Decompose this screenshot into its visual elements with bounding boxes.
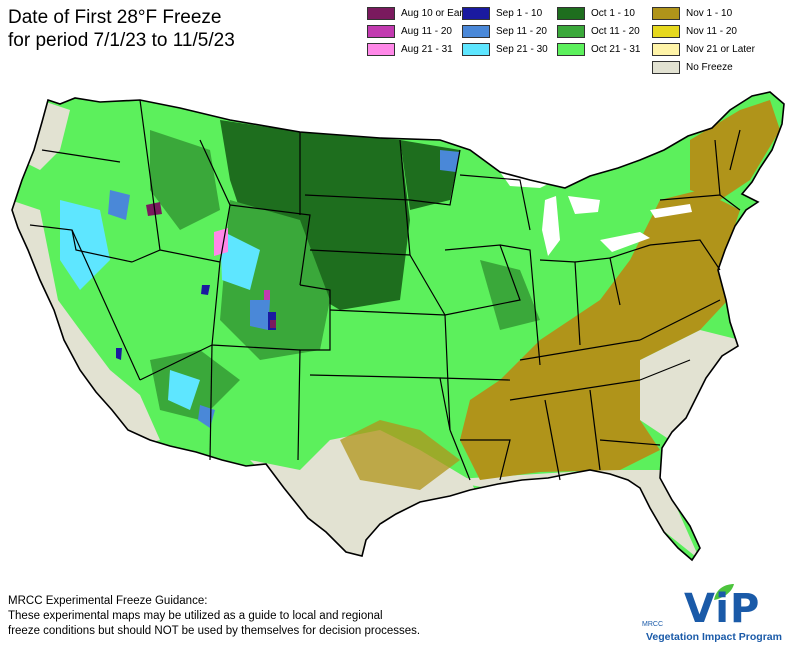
disclaimer: MRCC Experimental Freeze Guidance: These… [8, 594, 420, 639]
legend-item [557, 58, 652, 76]
legend-label: Aug 10 or Earlier [401, 7, 477, 19]
legend-item: Aug 11 - 20 [367, 22, 462, 40]
legend-swatch [367, 24, 395, 38]
legend-swatch [557, 24, 585, 38]
legend-item: Nov 1 - 10 [652, 4, 748, 22]
legend-swatch [367, 42, 395, 56]
legend-item: No Freeze [652, 58, 748, 76]
legend-label: Aug 21 - 31 [401, 43, 453, 55]
disclaimer-line1: MRCC Experimental Freeze Guidance: [8, 595, 208, 607]
legend-item [462, 58, 557, 76]
legend-label: Nov 1 - 10 [686, 7, 733, 19]
legend-swatch [652, 42, 680, 56]
legend-item: Sep 11 - 20 [462, 22, 557, 40]
legend-swatch [652, 6, 680, 20]
leaf-icon [714, 584, 734, 600]
legend-label: Sep 21 - 30 [496, 43, 548, 55]
legend-swatch [557, 42, 585, 56]
legend-item: Oct 21 - 31 [557, 40, 652, 58]
vip-logo: ViP MRCC Vegetation Impact Program [640, 584, 798, 646]
legend-label: Oct 11 - 20 [591, 25, 640, 37]
map-title-line2: for period 7/1/23 to 11/5/23 [8, 30, 235, 51]
legend-item: Oct 11 - 20 [557, 22, 652, 40]
legend-label: No Freeze [686, 61, 733, 73]
map-title-line1: Date of First 28°F Freeze [8, 7, 222, 28]
legend-label: Sep 1 - 10 [496, 7, 543, 19]
legend-swatch [367, 6, 395, 20]
legend-swatch [652, 60, 680, 74]
disclaimer-line2: These experimental maps may be utilized … [8, 610, 383, 622]
legend-item: Nov 11 - 20 [652, 22, 748, 40]
legend-item: Aug 10 or Earlier [367, 4, 476, 22]
logo-mrcc: MRCC [642, 621, 663, 628]
legend-label: Sep 11 - 20 [496, 25, 547, 37]
legend-item: Nov 21 or Later [652, 40, 755, 58]
logo-wordmark: ViP [684, 586, 761, 632]
legend-label: Oct 1 - 10 [591, 7, 635, 19]
disclaimer-line3: freeze conditions but should NOT be used… [8, 625, 421, 637]
legend-swatch [557, 6, 585, 20]
legend-label: Nov 11 - 20 [686, 25, 737, 37]
legend-item: Sep 1 - 10 [462, 4, 557, 22]
legend: Aug 10 or Earlier Aug 11 - 20 Aug 21 - 31 S… [367, 4, 755, 76]
legend-swatch [652, 24, 680, 38]
logo-subtitle: Vegetation Impact Program [646, 631, 782, 643]
legend-label: Aug 11 - 20 [401, 25, 452, 37]
legend-item: Sep 21 - 30 [462, 40, 557, 58]
legend-swatch [462, 24, 490, 38]
legend-item: Aug 21 - 31 [367, 40, 462, 58]
legend-label: Nov 21 or Later [686, 43, 755, 55]
legend-label: Oct 21 - 31 [591, 43, 641, 55]
map-title: Date of First 28°F Freeze for period 7/1… [8, 6, 235, 52]
legend-item [367, 58, 462, 76]
legend-swatch [462, 42, 490, 56]
legend-swatch [462, 6, 490, 20]
legend-item: Oct 1 - 10 [557, 4, 652, 22]
